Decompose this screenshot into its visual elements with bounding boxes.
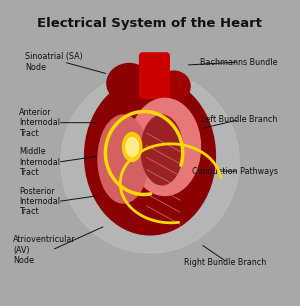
Text: Posterior
Internodal
Tract: Posterior Internodal Tract [19,187,60,216]
FancyArrowPatch shape [146,133,180,152]
Text: Electrical System of the Heart: Electrical System of the Heart [38,17,262,30]
Text: Atrioventricular
(AV)
Node: Atrioventricular (AV) Node [13,235,76,265]
Ellipse shape [126,137,138,156]
FancyArrowPatch shape [146,170,180,188]
Ellipse shape [85,77,215,235]
Ellipse shape [107,64,152,103]
Ellipse shape [98,115,148,203]
FancyArrowPatch shape [146,194,180,212]
Text: Conduction Pathways: Conduction Pathways [192,167,278,176]
Text: Middle
Internodal
Tract: Middle Internodal Tract [19,147,60,177]
FancyArrowPatch shape [146,157,180,176]
Text: Bachmanns Bundle: Bachmanns Bundle [200,58,278,66]
FancyArrowPatch shape [146,182,180,200]
Text: Right Bundle Branch: Right Bundle Branch [184,258,266,267]
Ellipse shape [141,115,183,185]
Ellipse shape [158,71,190,102]
Ellipse shape [129,99,200,196]
FancyArrowPatch shape [146,206,180,224]
FancyArrowPatch shape [146,145,180,164]
Text: Anterior
Internodal
Tract: Anterior Internodal Tract [19,108,60,138]
Circle shape [61,71,239,253]
Ellipse shape [122,132,142,161]
Text: Sinoatrial (SA)
Node: Sinoatrial (SA) Node [25,52,83,72]
FancyBboxPatch shape [140,53,169,99]
Text: Left Bundle Branch: Left Bundle Branch [201,115,278,124]
